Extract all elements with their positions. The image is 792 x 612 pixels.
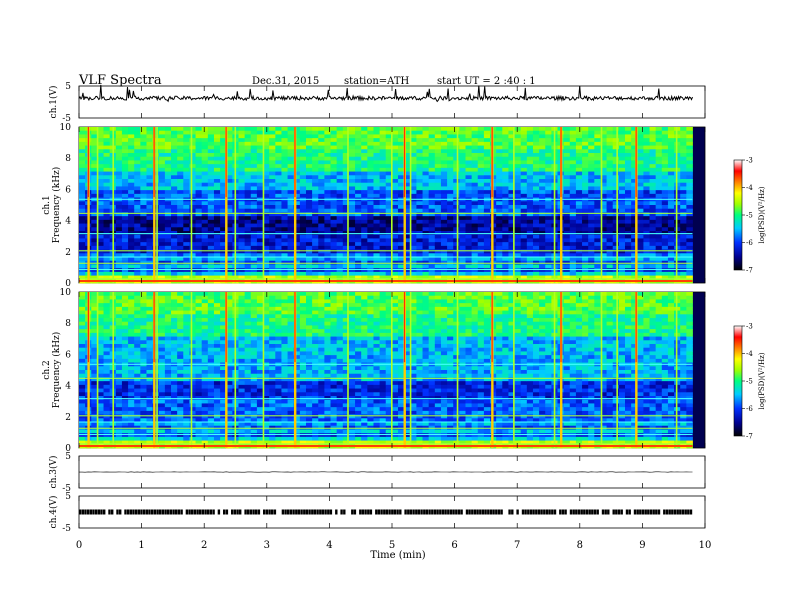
chart-title: VLF Spectra	[79, 73, 162, 88]
ch4-waveform-ytick-label: 5	[65, 492, 71, 502]
ch2-spectrogram-ylabel-frequency: Frequency (kHz)	[51, 332, 62, 409]
x-tick-label: 3	[264, 540, 270, 551]
ch4-waveform-ytick-label: -5	[62, 524, 71, 534]
x-tick-label: 5	[389, 540, 395, 551]
start-time-label: start UT = 2 :40 : 1	[437, 76, 536, 87]
ch2-colorbar-label: log(PSD)(V²/Hz)	[758, 352, 766, 409]
ch2-spectrogram-ytick-label: 10	[60, 288, 72, 298]
ch1-spectrogram-ylabel-channel: ch.1	[42, 195, 52, 214]
ch1-spectrogram-ytick-label: 0	[65, 279, 71, 289]
x-tick-label: 7	[514, 540, 520, 551]
x-tick-label: 0	[76, 540, 82, 551]
ch2-colorbar	[733, 325, 743, 437]
colorbar-tick-label: -6	[746, 239, 753, 247]
ch3-waveform-ytick-label: 5	[65, 452, 71, 462]
ch1-spectrogram-ytick-label: 10	[60, 123, 72, 133]
x-tick-label: 4	[326, 540, 332, 551]
ch3-waveform-ylabel: ch.3(V)	[48, 456, 59, 489]
colorbar-tick-label: -3	[746, 157, 753, 165]
ch1-waveform-ytick-label: 5	[65, 82, 71, 92]
colorbar-tick-label: -7	[746, 267, 753, 275]
ch4-waveform-trace	[79, 509, 693, 515]
ch2-spectrogram-ytick-label: 0	[65, 444, 71, 454]
ch1-spectrogram	[79, 127, 693, 284]
colorbar-tick-label: -4	[746, 350, 753, 358]
ch1-spectrogram-ytick-label: 2	[65, 248, 71, 258]
ch2-spectrogram-ytick-label: 6	[65, 350, 71, 360]
ch2-spectrogram-ytick-label: 2	[65, 413, 71, 423]
ch1-waveform-trace	[78, 84, 693, 103]
ch1-colorbar	[733, 159, 743, 271]
x-tick-label: 8	[577, 540, 583, 551]
ch2-spectrogram-ytick-label: 4	[65, 382, 71, 392]
ch1-waveform-ylabel: ch.1(V)	[48, 86, 59, 119]
colorbar-tick-label: -7	[746, 433, 753, 441]
x-tick-label: 2	[201, 540, 207, 551]
colorbar-tick-label: -5	[746, 212, 753, 220]
x-tick-label: 10	[699, 540, 712, 551]
colorbar-tick-label: -6	[746, 405, 753, 413]
colorbar-tick-label: -5	[746, 378, 753, 386]
ch1-spectrogram-ytick-label: 6	[65, 185, 71, 195]
observation-date: Dec.31, 2015	[252, 76, 320, 87]
x-tick-label: 9	[639, 540, 645, 551]
x-axis-label: Time (min)	[370, 550, 425, 561]
station-label: station=ATH	[344, 76, 410, 87]
x-tick-label: 6	[451, 540, 457, 551]
ch2-spectrogram-ylabel-channel: ch.2	[42, 360, 52, 379]
colorbar-tick-label: -4	[746, 184, 753, 192]
ch4-waveform-ylabel: ch.4(V)	[48, 496, 59, 529]
ch1-colorbar-label: log(PSD)(V²/Hz)	[758, 186, 766, 243]
x-tick-label: 1	[138, 540, 144, 551]
ch3-waveform-ytick-label: -5	[62, 484, 71, 494]
ch2-spectrogram-ytick-label: 8	[65, 319, 71, 329]
ch1-spectrogram-ytick-label: 4	[65, 217, 71, 227]
ch1-spectrogram-ytick-label: 8	[65, 154, 71, 164]
ch2-spectrogram	[79, 292, 693, 449]
ch1-spectrogram-ylabel-frequency: Frequency (kHz)	[51, 167, 62, 244]
ch1-waveform-ytick-label: -5	[62, 114, 71, 124]
colorbar-tick-label: -3	[746, 323, 753, 331]
